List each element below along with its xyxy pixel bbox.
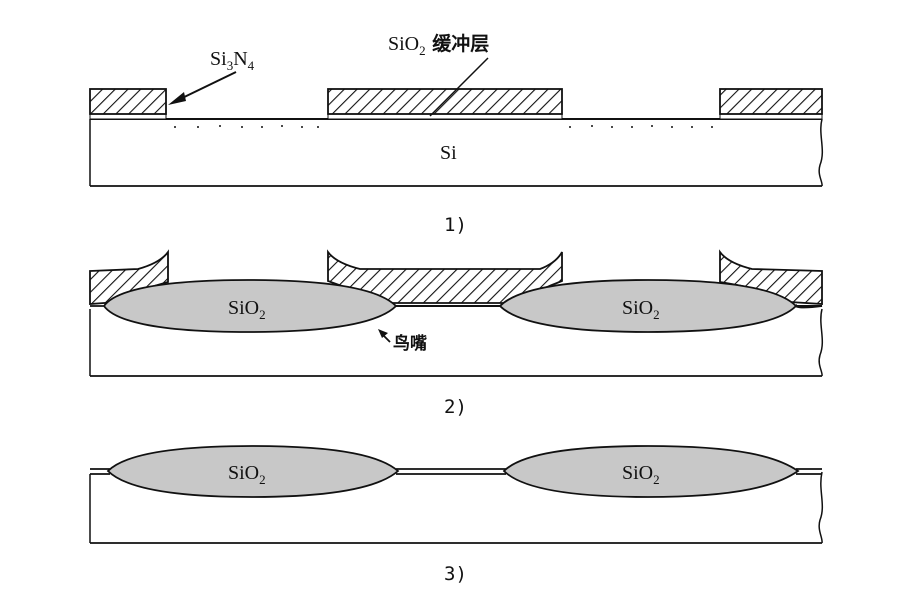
caption-1: 1) bbox=[444, 214, 467, 236]
dopant-dots bbox=[174, 125, 713, 128]
buffer-oxide-label: SiO2 缓冲层 bbox=[388, 32, 489, 58]
caption-3: 3) bbox=[444, 563, 467, 585]
nitride-mask bbox=[89, 88, 823, 115]
panel-3: SiO2 SiO2 3) bbox=[89, 445, 824, 585]
birds-beak-label: 鸟嘴 bbox=[393, 333, 427, 354]
oxide-label-right: SiO2 bbox=[622, 462, 660, 487]
silicon-substrate bbox=[89, 471, 824, 544]
silicon-substrate bbox=[89, 308, 824, 377]
buffer-oxide-pointer bbox=[429, 57, 489, 117]
substrate-label: Si bbox=[440, 142, 457, 164]
thin-oxide bbox=[90, 468, 822, 475]
caption-2: 2) bbox=[444, 396, 467, 418]
oxide-label-left: SiO2 bbox=[228, 462, 266, 487]
panel-2: SiO2 SiO2 鸟嘴 2) bbox=[89, 249, 824, 418]
nitride-label: Si3N4 bbox=[210, 48, 255, 73]
birds-beak-pointer bbox=[378, 329, 391, 343]
field-oxide bbox=[106, 445, 800, 498]
panel-1: Si3N4 SiO2 缓冲层 Si 1) bbox=[89, 32, 824, 236]
field-oxide bbox=[90, 279, 823, 333]
oxide-label-right: SiO2 bbox=[622, 297, 660, 322]
oxide-label-left: SiO2 bbox=[228, 297, 266, 322]
nitride-arrow bbox=[168, 71, 237, 105]
